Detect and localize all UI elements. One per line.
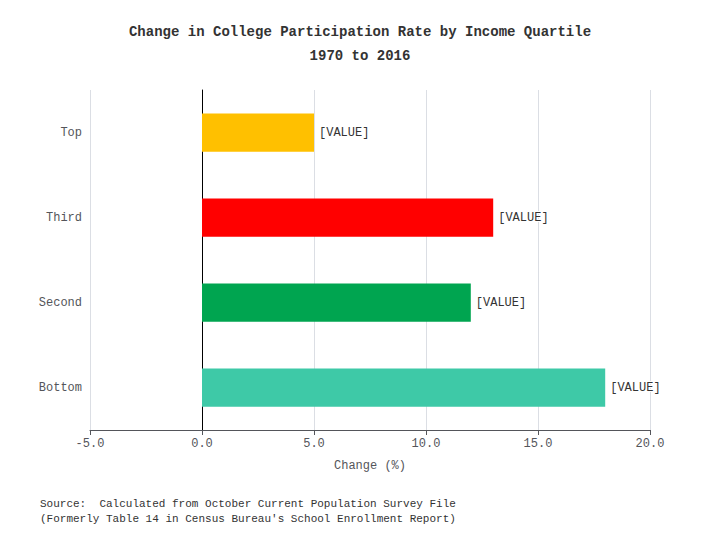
svg-text:0.0: 0.0: [191, 437, 213, 451]
svg-text:10.0: 10.0: [412, 437, 441, 451]
svg-text:Bottom: Bottom: [39, 381, 82, 395]
svg-text:Change in College Participatio: Change in College Participation Rate by …: [129, 24, 591, 40]
svg-text:1970 to 2016: 1970 to 2016: [310, 48, 411, 64]
svg-text:Change (%): Change (%): [334, 459, 406, 473]
svg-text:Third: Third: [46, 211, 82, 225]
svg-text:[VALUE]: [VALUE]: [319, 126, 369, 140]
svg-text:5.0: 5.0: [303, 437, 325, 451]
svg-text:[VALUE]: [VALUE]: [498, 211, 548, 225]
svg-text:(Formerly Table 14 in Census B: (Formerly Table 14 in Census Bureau's Sc…: [40, 513, 456, 525]
svg-text:15.0: 15.0: [524, 437, 553, 451]
svg-text:[VALUE]: [VALUE]: [476, 296, 526, 310]
svg-text:[VALUE]: [VALUE]: [610, 381, 660, 395]
svg-text:-5.0: -5.0: [76, 437, 105, 451]
svg-text:20.0: 20.0: [636, 437, 665, 451]
svg-text:Second: Second: [39, 296, 82, 310]
svg-text:Source: Calculated from Octob: Source: Calculated from October Current …: [40, 498, 456, 510]
svg-text:Top: Top: [60, 126, 82, 140]
